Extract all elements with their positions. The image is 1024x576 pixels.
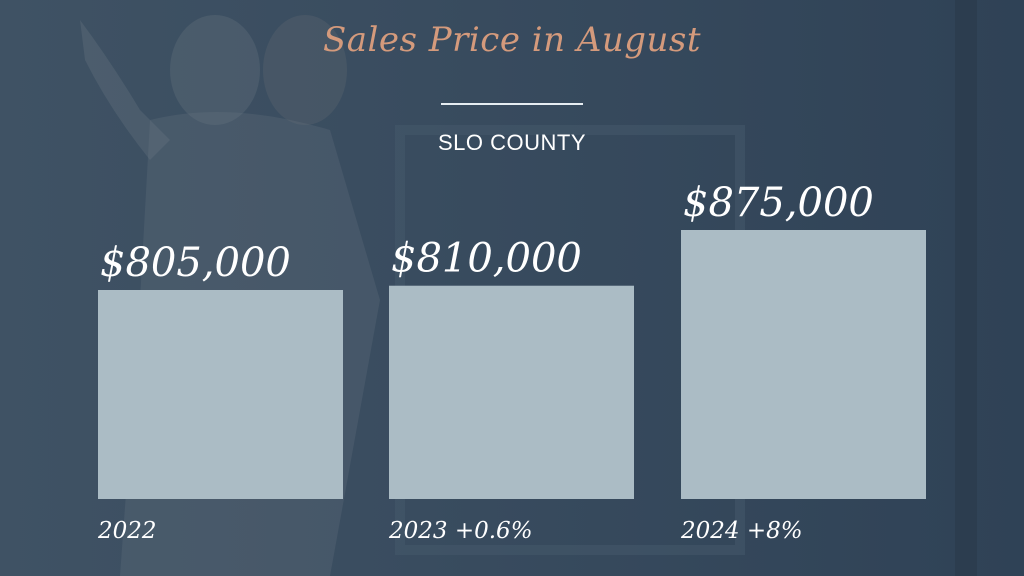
data-label: $810,000 xyxy=(391,236,582,282)
data-label: $875,000 xyxy=(683,180,874,226)
category-label: 2023 +0.6% xyxy=(388,518,533,544)
category-label: 2024 +8% xyxy=(680,518,803,544)
bar-2022 xyxy=(98,290,343,499)
category-label: 2022 xyxy=(97,518,157,544)
chart-title: Sales Price in August xyxy=(322,20,702,60)
bar-2024 xyxy=(681,230,926,499)
bar-2023 xyxy=(389,285,634,499)
title-divider xyxy=(441,103,583,105)
data-label: $805,000 xyxy=(100,240,291,286)
chart-subtitle: SLO COUNTY xyxy=(437,130,587,155)
